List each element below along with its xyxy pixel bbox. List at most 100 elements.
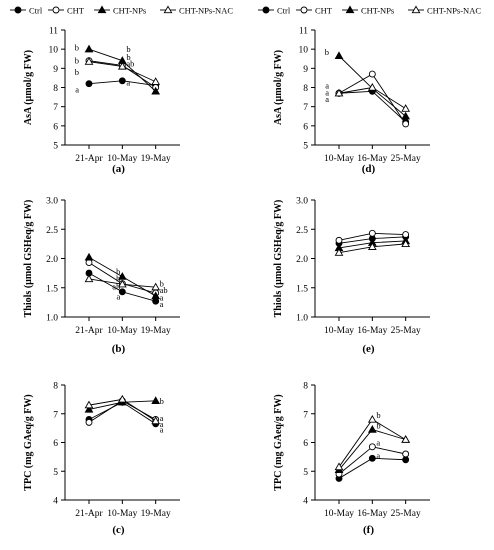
significance-letter: a [160, 293, 164, 303]
legend-item: Ctrl [10, 6, 43, 16]
significance-letter: b [160, 279, 164, 289]
significance-letter: b [126, 44, 130, 54]
significance-letter: ab [160, 285, 168, 295]
significance-letter: b [376, 410, 380, 420]
significance-letter: a [376, 450, 380, 460]
legend-right: Ctrl CHT CHT-NPs CHT-NPs-NAC [258, 5, 481, 16]
data-point [84, 44, 94, 53]
y-tick-label: 1.0 [296, 314, 308, 324]
x-tick-label: 16-May [357, 509, 387, 519]
series-ctrl [335, 454, 410, 482]
y-tick-label: 1.5 [46, 284, 58, 294]
data-point [402, 456, 410, 464]
panel-label: (f) [363, 524, 374, 536]
data-point [85, 80, 93, 88]
data-point [84, 274, 94, 283]
significance-letter: a [117, 292, 121, 302]
x-tick-label: 16-May [357, 154, 387, 164]
legend-label: CHT-NPs-NAC [179, 6, 233, 16]
data-point [151, 282, 161, 291]
data-point [402, 120, 410, 128]
significance-letter: a [75, 84, 79, 94]
x-tick-label: 16-May [357, 326, 387, 336]
y-tick-label: 2.0 [46, 255, 58, 265]
legend-item: CHT-NPs-NAC [160, 5, 233, 16]
y-tick-label: 4 [303, 497, 308, 507]
legend-marker-cht [52, 6, 60, 14]
data-point [151, 396, 161, 404]
data-point [117, 272, 127, 280]
y-tick-label: 6 [53, 439, 58, 449]
x-tick-label: 19-May [141, 509, 171, 519]
y-tick-label: 2.5 [46, 226, 58, 236]
x-tick-label: 21-Apr [75, 326, 103, 336]
data-point [151, 416, 161, 425]
x-tick-label: 10-May [107, 326, 137, 336]
y-tick-label: 2.0 [296, 255, 308, 265]
panel-a: 5 6 7 8 9 10 11 21-Apr 10-May 19-May AsA (µmol/g F… [23, 27, 180, 175]
y-tick-label: 10 [299, 46, 309, 56]
data-point [367, 242, 377, 250]
data-point [85, 418, 93, 426]
y-tick-label: 6 [303, 439, 308, 449]
y-tick-label: 5 [53, 468, 58, 478]
data-point [401, 435, 411, 443]
legend-label: CHT [315, 6, 333, 16]
panel-label: (e) [362, 343, 375, 355]
data-point [85, 259, 93, 267]
significance-letter: a [376, 438, 380, 448]
panel-label: (c) [112, 524, 125, 536]
legend-item: CHT-NPs-NAC [408, 5, 481, 16]
x-tick-label: 21-Apr [75, 509, 103, 519]
significance-letter: a [325, 87, 329, 97]
series-ctrl [335, 87, 410, 126]
data-point [118, 288, 126, 296]
x-tick-label: 25-May [391, 326, 421, 336]
data-point [152, 297, 160, 305]
y-tick-label: 9 [53, 65, 58, 75]
data-point [367, 82, 377, 91]
y-tick-label: 8 [53, 84, 58, 94]
legend-label: CHT [67, 6, 85, 16]
panel-label: (d) [362, 163, 376, 175]
series-cht-nps-nac [84, 274, 161, 291]
x-tick-label: 25-May [391, 154, 421, 164]
data-point [117, 279, 127, 288]
series-cht-nps [84, 252, 161, 300]
y-tick-label: 10 [49, 46, 59, 56]
legend-label: CHT-NPs-NAC [427, 6, 481, 16]
x-tick-label: 10-May [107, 509, 137, 519]
data-point [335, 236, 343, 244]
data-point [334, 88, 344, 97]
panel-d: 5 6 7 8 9 10 11 10-May 16-May 25-May AsA (µmol/g F… [273, 27, 430, 175]
legend-item: CHT-NPs [342, 5, 394, 16]
significance-letter: a [325, 94, 329, 104]
significance-letter: b [116, 273, 120, 283]
panel-label: (b) [112, 343, 126, 355]
significance-letter: a [160, 425, 164, 435]
x-tick-label: 10-May [324, 154, 354, 164]
series-ctrl [85, 77, 160, 90]
x-tick-label: 19-May [141, 154, 171, 164]
data-point [117, 394, 127, 403]
legend-label: Ctrl [277, 6, 291, 16]
y-tick-label: 11 [49, 27, 58, 37]
y-axis-label: TPC (mg GAeq/g FW) [23, 394, 34, 490]
significance-letter: b [75, 67, 79, 77]
panel-label: (a) [112, 163, 125, 175]
legend-item: Ctrl [258, 6, 291, 16]
data-point [334, 462, 344, 471]
series-cht-nps-nac [334, 239, 411, 256]
legend-marker-cht [300, 6, 308, 14]
panel-c: 4 5 6 7 8 21-Apr 10-May 19-May TPC (mg GAeq/g FW… [23, 382, 180, 536]
series-cht-nps-nac [334, 414, 411, 471]
y-tick-label: 3.0 [46, 197, 58, 207]
data-point [151, 77, 161, 85]
significance-letter: ab [112, 282, 120, 292]
x-tick-label: 10-May [324, 509, 354, 519]
data-point [401, 104, 411, 112]
significance-letter: b [160, 396, 164, 406]
legend-label: CHT-NPs [361, 6, 394, 16]
legend-label: CHT-NPs [113, 6, 146, 16]
legend-marker-cht-nps-nac [411, 5, 421, 14]
